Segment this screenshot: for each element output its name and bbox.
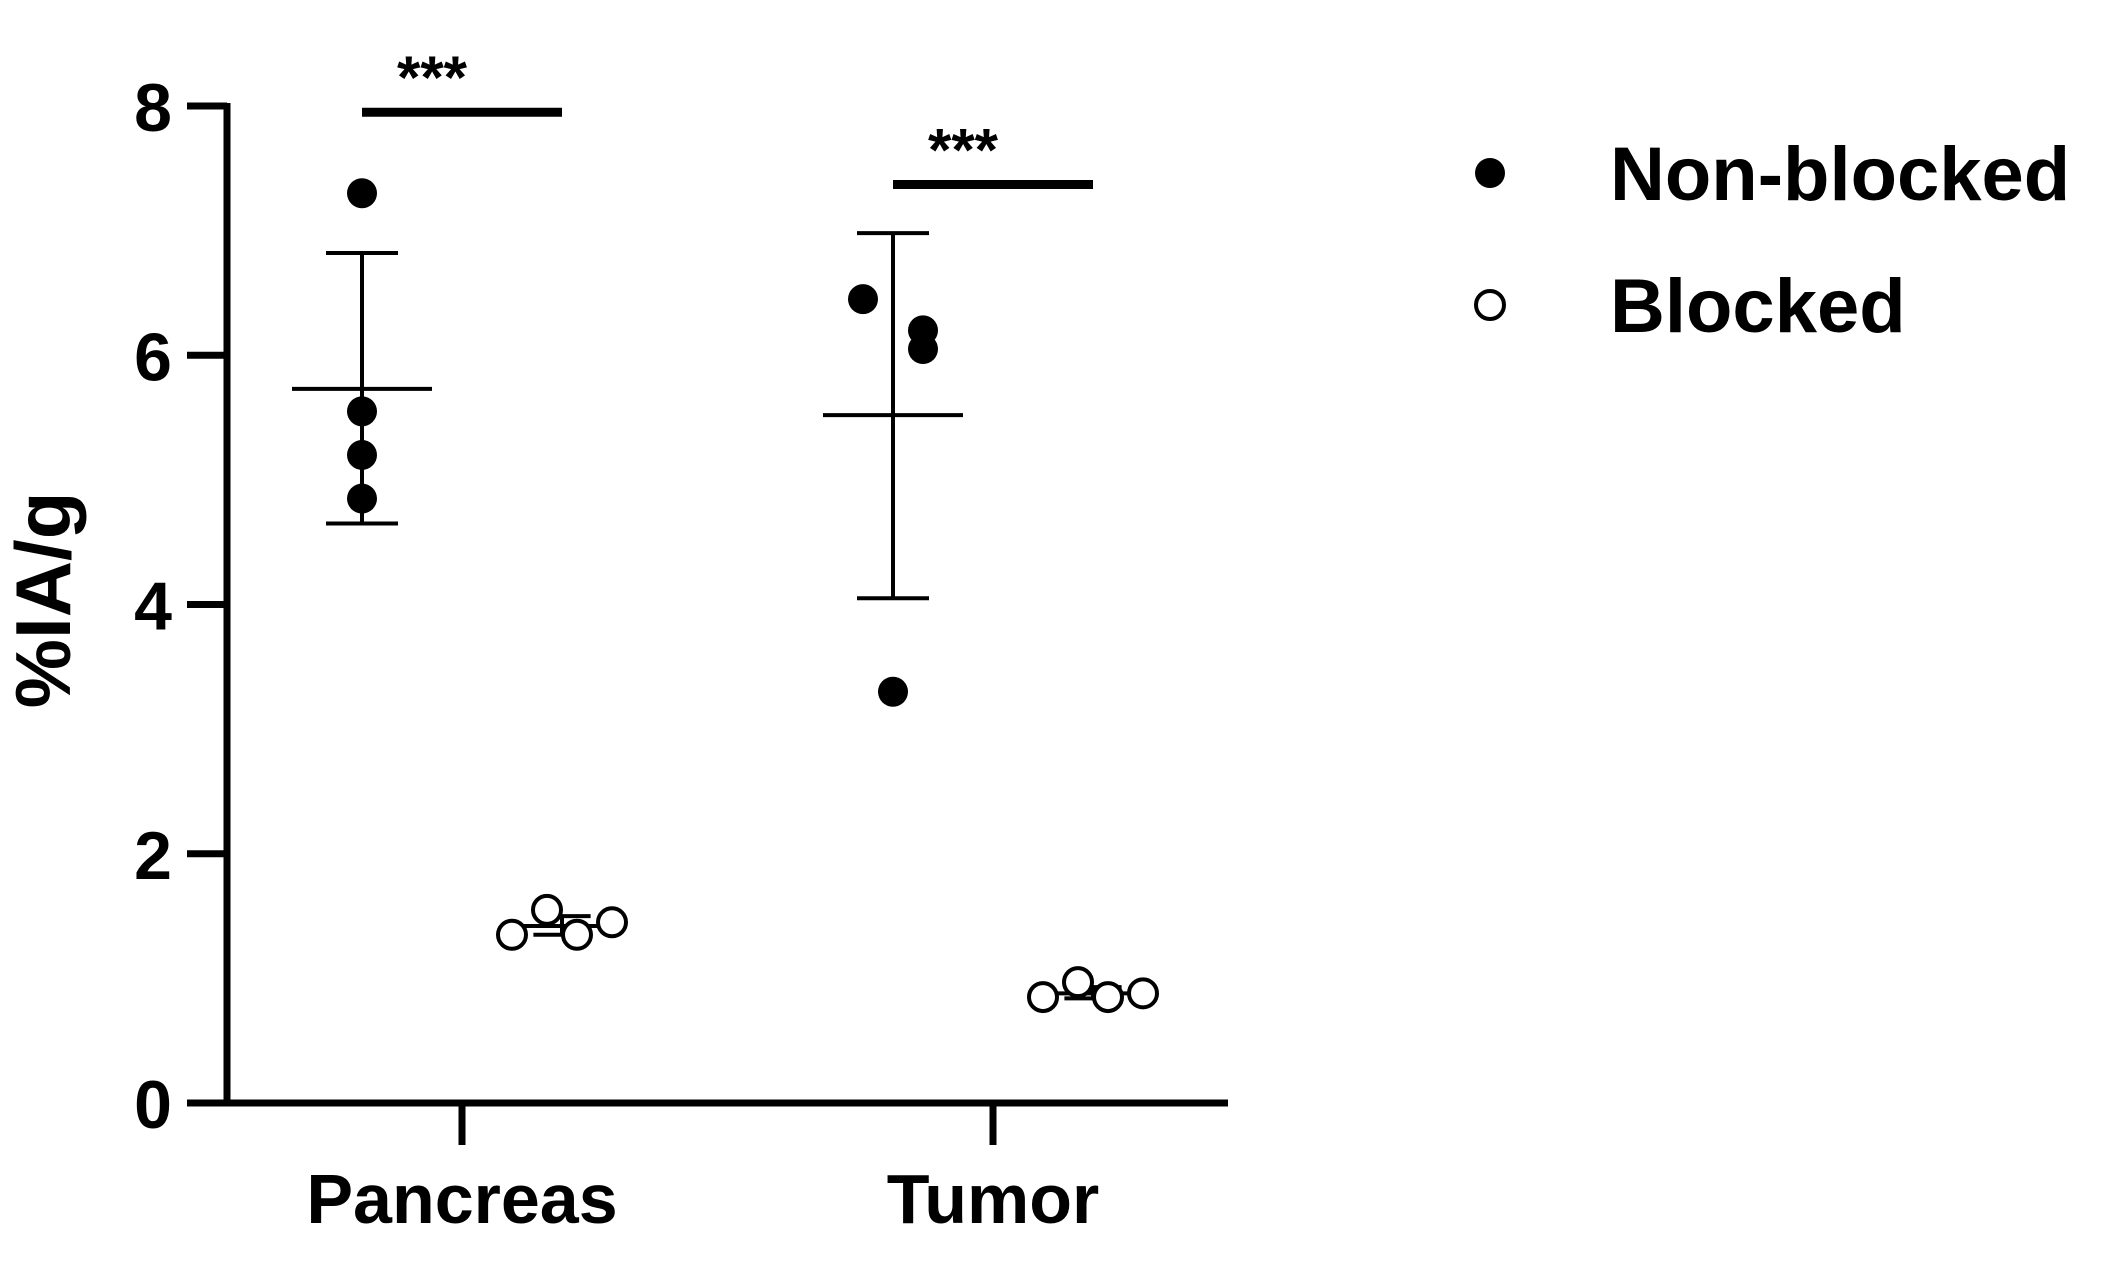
y-tick-label: 6 (134, 319, 172, 395)
data-point-non-blocked (908, 334, 938, 365)
data-point-non-blocked (347, 178, 377, 209)
legend-marker-blocked (1474, 289, 1506, 321)
data-point-blocked (596, 906, 628, 939)
data-point-blocked (1062, 966, 1094, 999)
data-point-blocked (1027, 981, 1059, 1014)
y-tick-label: 0 (134, 1067, 172, 1143)
data-point-blocked (496, 918, 528, 951)
y-tick-label: 4 (134, 569, 172, 645)
legend: Non-blocked Blocked (1474, 132, 2070, 349)
significance-stars: *** (928, 117, 999, 184)
x-tick-label-tumor: Tumor (887, 1160, 1100, 1238)
data-point-non-blocked (878, 676, 908, 707)
legend-label-blocked: Blocked (1610, 264, 1906, 349)
data-point-blocked (561, 918, 593, 951)
data-point-non-blocked (347, 483, 377, 514)
y-tick-label: 2 (134, 818, 172, 894)
y-axis-label: %IA/g (0, 492, 87, 709)
x-tick-label-pancreas: Pancreas (306, 1160, 617, 1238)
significance-annotations: *** *** (362, 44, 1093, 190)
data-point-blocked (1127, 977, 1159, 1010)
data-point-non-blocked (848, 284, 878, 315)
significance-stars: *** (397, 44, 468, 111)
data-point-non-blocked (347, 439, 377, 470)
legend-label-non-blocked: Non-blocked (1610, 132, 2070, 217)
data-point-non-blocked (347, 396, 377, 427)
chart-marks (292, 178, 1159, 1014)
data-point-blocked (531, 893, 563, 926)
y-tick-label: 8 (134, 70, 172, 146)
axes: 0 2 4 6 8 Pancreas Tumor (134, 70, 1228, 1238)
legend-marker-non-blocked (1475, 158, 1505, 188)
data-point-blocked (1092, 981, 1124, 1014)
